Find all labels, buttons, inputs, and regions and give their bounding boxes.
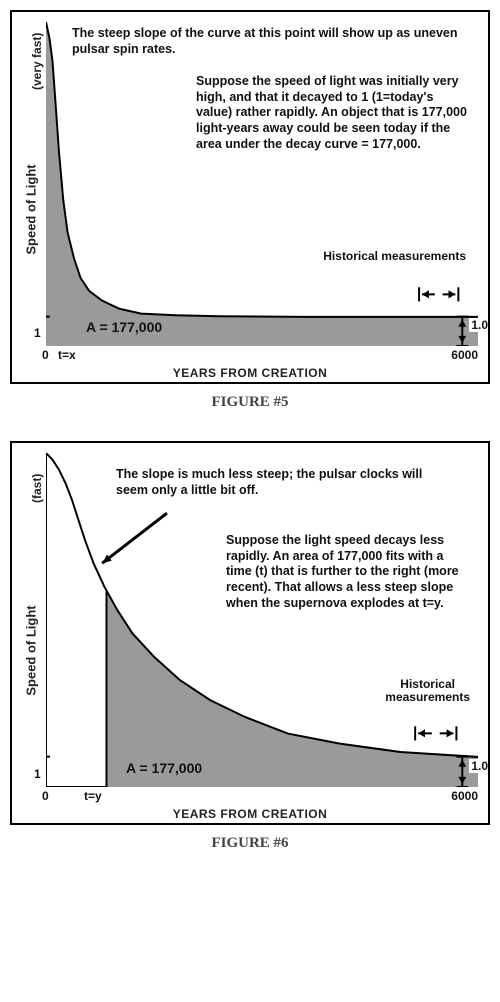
fig6-svg — [46, 453, 478, 787]
fig6-area-label: A = 177,000 — [126, 760, 202, 778]
fig6-caption: FIGURE #6 — [10, 835, 490, 852]
fig6-x0: 0 — [42, 789, 49, 803]
fig5-plot: The steep slope of the curve at this poi… — [46, 22, 478, 346]
fig5-mid-text: Suppose the speed of light was initially… — [196, 74, 470, 152]
fig6-ylabel: Speed of Light — [24, 605, 39, 695]
fig5-ylabel: Speed of Light — [24, 164, 39, 254]
fig5-x6000: 6000 — [451, 348, 478, 362]
fig5-hist-label: Historical measurements — [323, 249, 466, 263]
fig5-caption: FIGURE #5 — [10, 394, 490, 411]
fig5-ylabel-sub: (very fast) — [30, 33, 44, 90]
fig6-hist-label: Historical measurements — [385, 678, 470, 703]
fig5-tx: t=x — [58, 348, 76, 362]
fig6-ty: t=y — [84, 789, 102, 803]
fig5-top-text: The steep slope of the curve at this poi… — [72, 26, 470, 57]
fig5-xlabel: YEARS FROM CREATION — [173, 366, 328, 380]
fig6-xlabel: YEARS FROM CREATION — [173, 807, 328, 821]
fig6-right-1: 1.0 — [469, 759, 490, 773]
fig5-ytick-1: 1 — [34, 326, 41, 340]
fig6-x6000: 6000 — [451, 789, 478, 803]
figure-6-chart: Speed of Light (fast) YEARS FROM CREATIO… — [10, 441, 490, 825]
fig6-mid-text: Suppose the light speed decays less rapi… — [226, 533, 470, 611]
fig6-top-text: The slope is much less steep; the pulsar… — [116, 467, 448, 498]
fig5-x0: 0 — [42, 348, 49, 362]
figure-5-chart: Speed of Light (very fast) YEARS FROM CR… — [10, 10, 490, 384]
fig6-ytick-1: 1 — [34, 767, 41, 781]
fig6-ylabel-sub: (fast) — [30, 474, 44, 503]
fig5-svg — [46, 22, 478, 346]
fig5-area-label: A = 177,000 — [86, 319, 162, 337]
fig5-right-1: 1.0 — [469, 318, 490, 332]
fig6-plot: The slope is much less steep; the pulsar… — [46, 453, 478, 787]
